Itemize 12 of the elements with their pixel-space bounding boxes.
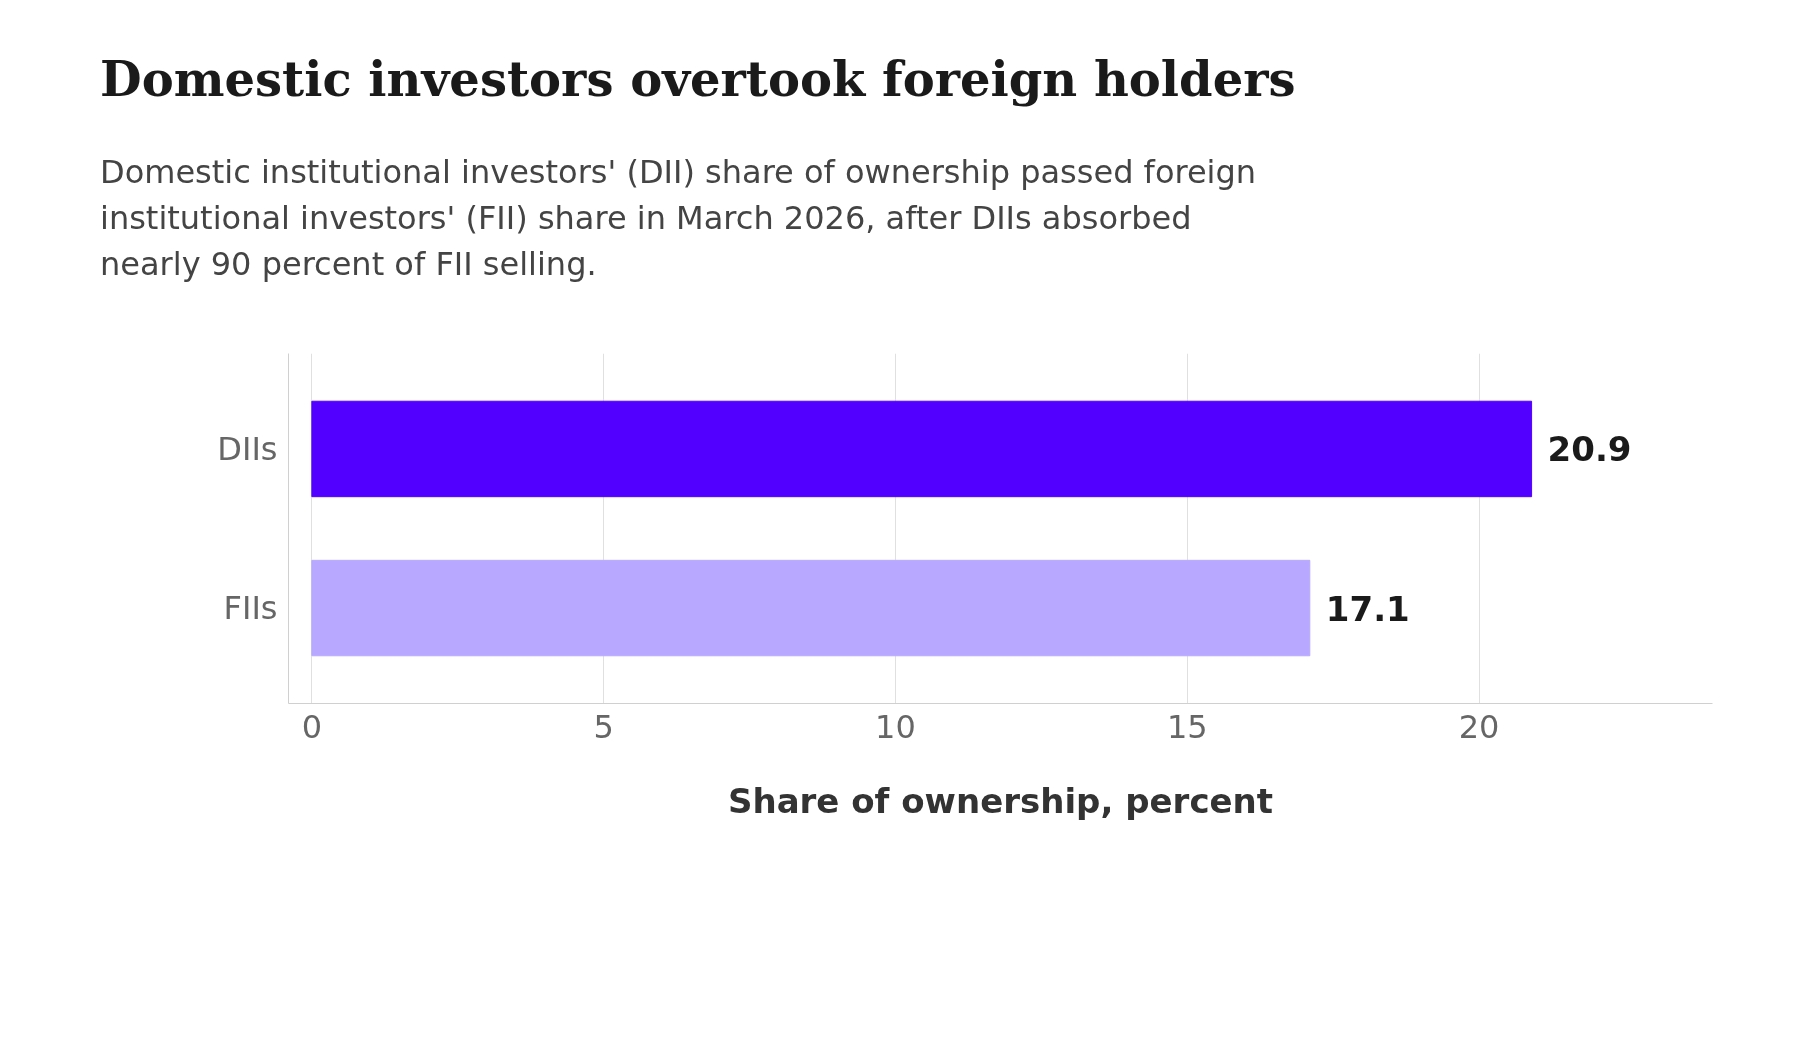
chart-subtitle: Domestic institutional investors' (DII) share of ownership passed foreign institutional investors' (FII) share in March 2026, after DIIs absorbed nearly 90 percent of FII selling. (100, 151, 1258, 286)
x-tick-label: 15 (1166, 707, 1208, 746)
chart-title: Domestic investors overtook foreign holders (100, 50, 1296, 109)
x-axis-title: Share of ownership, percent (727, 780, 1274, 821)
x-tick-label: 0 (301, 707, 323, 746)
x-tick-label: 10 (875, 707, 916, 746)
data-label: 17.1 (1325, 588, 1410, 629)
data-label: 20.9 (1547, 429, 1632, 470)
y-tick-label: FIIs (223, 588, 278, 627)
x-tick-label: 20 (1458, 707, 1500, 746)
x-tick-label: 5 (593, 707, 614, 746)
y-tick-label: DIIs (217, 429, 278, 468)
